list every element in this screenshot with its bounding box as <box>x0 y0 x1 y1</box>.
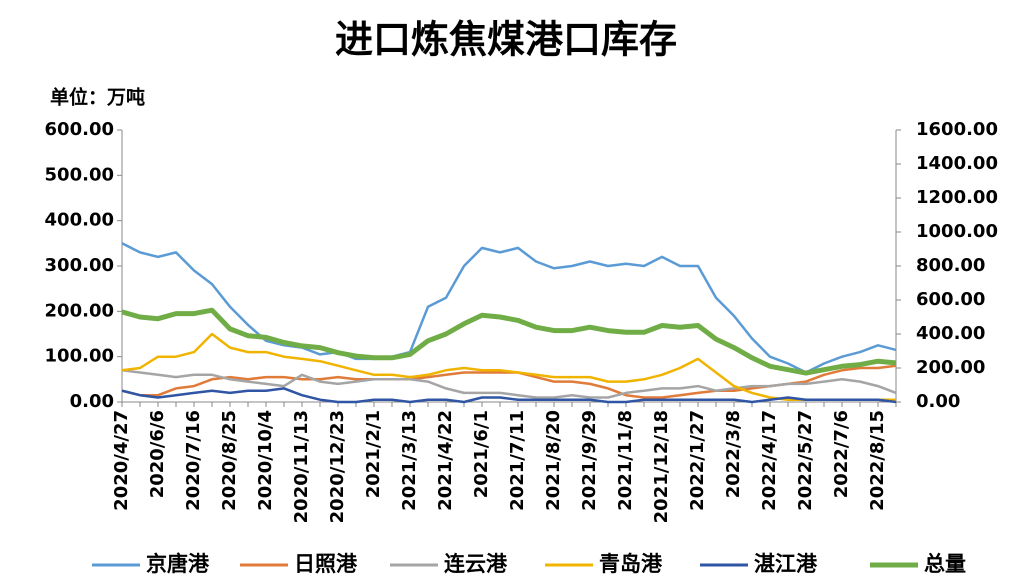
x-tick-label: 2022/3/8 <box>723 410 744 498</box>
series-line <box>121 369 897 399</box>
y-tick-label: 200.00 <box>45 300 114 321</box>
y-tick-label: 500.00 <box>45 164 114 185</box>
series-line <box>121 387 897 404</box>
legend-label: 日照港 <box>294 552 358 576</box>
y2-tick-label: 200.00 <box>916 357 985 378</box>
x-tick-label: 2021/9/29 <box>579 410 600 511</box>
x-tick-label: 2021/4/22 <box>435 410 456 511</box>
x-tick-label: 2020/6/6 <box>147 410 168 498</box>
legend-label: 青岛港 <box>599 552 663 576</box>
y2-tick-label: 0.00 <box>916 391 960 412</box>
x-tick-label: 2021/2/1 <box>363 410 384 498</box>
legend-label: 湛江港 <box>754 552 818 576</box>
unit-label: 单位：万吨 <box>50 86 145 109</box>
x-tick-label: 2020/4/27 <box>111 410 132 511</box>
x-tick-label: 2021/11/8 <box>615 410 636 511</box>
x-tick-label: 2022/4/17 <box>759 410 780 511</box>
y2-tick-label: 1200.00 <box>916 187 998 208</box>
x-tick-label: 2022/5/27 <box>795 410 816 511</box>
y2-tick-label: 400.00 <box>916 323 985 344</box>
x-tick-label: 2021/6/1 <box>471 410 492 498</box>
y2-tick-label: 1000.00 <box>916 221 998 242</box>
x-tick-label: 2021/3/13 <box>399 410 420 511</box>
x-tick-label: 2020/11/13 <box>291 410 312 523</box>
y-tick-label: 400.00 <box>45 210 114 231</box>
y2-tick-label: 600.00 <box>916 289 985 310</box>
series-line <box>121 307 897 376</box>
series-line <box>121 242 897 374</box>
x-tick-label: 2021/12/18 <box>651 410 672 523</box>
y-tick-label: 0.00 <box>70 391 114 412</box>
chart-title: 进口炼焦煤港口库存 <box>335 18 677 62</box>
x-tick-label: 2020/7/16 <box>183 410 204 511</box>
legend-label: 京唐港 <box>146 552 210 576</box>
y-tick-label: 600.00 <box>45 119 114 140</box>
y2-tick-label: 800.00 <box>916 255 985 276</box>
legend-label: 总量 <box>924 552 966 576</box>
x-tick-label: 2020/10/4 <box>255 410 276 511</box>
y2-tick-label: 1600.00 <box>916 119 998 140</box>
series-line <box>121 332 896 401</box>
x-tick-label: 2022/7/6 <box>831 410 852 498</box>
x-tick-label: 2022/1/27 <box>687 410 708 511</box>
legend-label: 连云港 <box>444 552 508 576</box>
y-tick-label: 300.00 <box>45 255 114 276</box>
y2-tick-label: 1400.00 <box>916 153 998 174</box>
x-tick-label: 2021/8/20 <box>543 410 564 511</box>
y-tick-label: 100.00 <box>45 346 114 367</box>
x-tick-label: 2022/8/15 <box>867 410 888 511</box>
x-tick-label: 2020/8/25 <box>219 410 240 511</box>
x-tick-label: 2021/7/11 <box>507 410 528 511</box>
x-tick-label: 2020/12/23 <box>327 410 348 523</box>
